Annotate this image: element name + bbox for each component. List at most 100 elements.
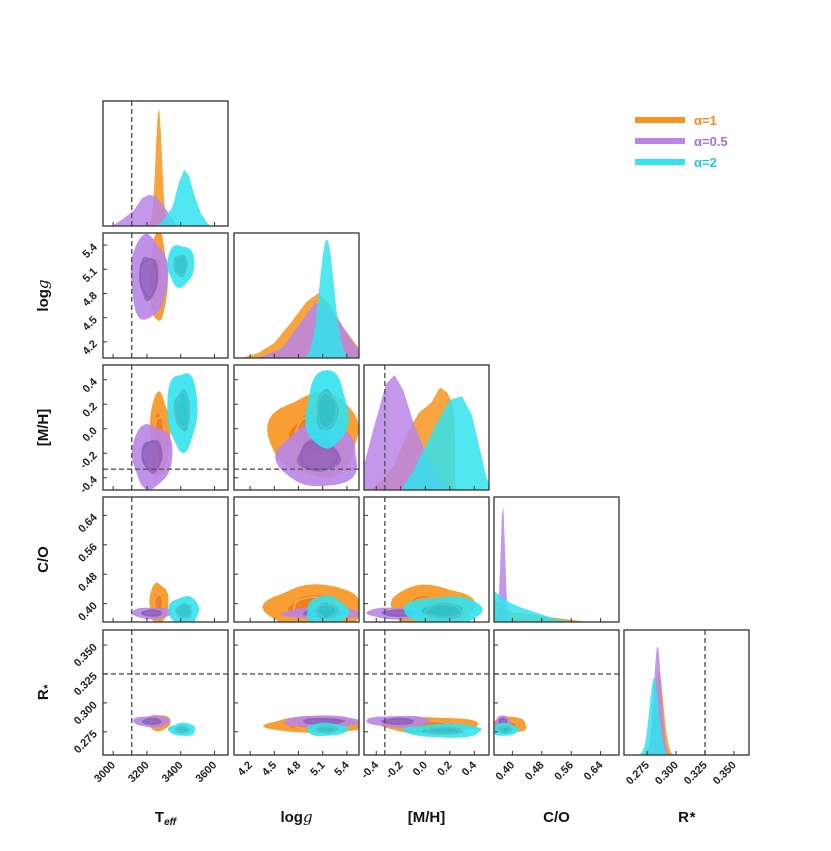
contour-line-α=0.5 [139,257,159,299]
x-axis-title-rstar: R* [678,809,696,826]
panel-frame [102,364,229,491]
contour-line-α=2 [175,603,193,619]
x-tick-label-co: 0.56 [552,759,576,783]
y-tick-label-logg: 4.2 [81,338,100,357]
y-tick-label-mh: -0.4 [78,473,101,496]
x-tick-label-logg: 5.1 [308,759,327,778]
panel-rstar-vs-co: 0.40 0.48 0.56 0.64 [493,629,620,783]
y-tick-label-rstar: 0.300 [72,699,100,727]
panel-logg-vs-logg [233,232,360,359]
y-tick-label-mh: -0.2 [78,450,100,472]
legend-label-0: α=1 [694,113,717,128]
panel-content [234,673,359,736]
x-tick-label-mh: 0.2 [435,759,454,778]
contour-line-α=2 [174,390,190,429]
panel-frame [493,629,620,756]
panel-content [262,584,359,622]
panel-mh-vs-teff: -0.4-0.2 0.0 0.2 0.4 [78,364,229,496]
panel-content [103,365,228,490]
legend-label-1: α=0.5 [694,134,728,149]
y-tick-label-logg: 5.1 [81,266,100,285]
contour-line-α=0.5 [140,609,162,617]
x-tick-label-teff: 3400 [160,759,186,785]
x-tick-label-co: 0.64 [582,759,606,783]
marginal-α=1-rstar [624,670,749,755]
x-axis-title-mh: [M/H] [408,809,446,826]
panel-rstar-vs-rstar: 0.275 0.300 0.325 0.350 [623,629,750,787]
y-tick-label-logg: 4.8 [81,290,100,309]
panel-content [131,497,200,622]
x-tick-label-logg: 5.4 [332,759,352,779]
y-tick-label-mh: 0.0 [81,425,100,444]
panel-content [366,497,483,622]
panel-content [234,239,359,358]
panel-mh-vs-mh [363,364,490,491]
panel-frame [102,496,229,623]
y-tick-label-co: 0.56 [76,541,100,565]
y-tick-label-co: 0.40 [76,600,100,624]
y-tick-label-rstar: 0.325 [72,670,100,698]
panel-co-vs-co [493,496,620,623]
panel-frame [363,496,490,623]
x-axis-title-logg: logg [280,808,312,826]
panel-content [494,506,619,622]
marginal-α=0.5-rstar [624,647,749,755]
contour-line-α=2 [498,725,513,734]
panel-frame [493,496,620,623]
contour-line-α=2 [424,726,464,735]
x-tick-label-rstar: 0.350 [711,759,739,787]
legend: α=1 α=0.5 α=2 [635,113,728,170]
panel-content [364,630,489,755]
x-tick-label-rstar: 0.300 [653,759,681,787]
panel-rstar-vs-mh: -0.4 -0.2 0.0 0.2 0.4 [359,629,490,781]
marginal-α=2-rstar [624,677,749,755]
panel-content [130,233,195,358]
panel-frame [233,629,360,756]
y-tick-label-co: 0.48 [76,571,100,595]
contour-line-α=2 [316,603,338,620]
panel-content [103,101,228,226]
panel-co-vs-logg [233,496,360,623]
y-tick-label-logg: 5.4 [81,241,101,261]
y-tick-label-mh: 0.2 [81,401,100,420]
panel-content [494,673,619,736]
x-tick-label-mh: -0.2 [384,759,406,781]
panel-frame [102,100,229,227]
contour-line-α=2 [175,725,190,734]
panel-frame [363,364,490,491]
panel-frame [623,629,750,756]
y-tick-label-mh: 0.4 [81,375,101,395]
panel-frame [102,232,229,359]
x-tick-label-co: 0.40 [494,759,518,783]
contour-line-α=2 [316,391,338,430]
panel-content [234,370,359,487]
marginal-α=2-co [494,590,575,622]
y-axis-title-mh: [M/H] [35,409,52,447]
contour-line-α=0.5 [381,717,414,726]
y-axis-title-rstar: R* [35,684,54,700]
panel-frame [233,232,360,359]
marginal-α=2-logg [234,239,359,358]
x-tick-label-logg: 4.5 [260,759,279,778]
panel-co-vs-mh [363,496,490,623]
contour-line-α=2 [316,725,338,734]
x-tick-label-teff: 3000 [92,759,118,785]
x-axis-title-co: C/O [543,809,570,826]
x-axis-title-teff: Teff [155,809,178,828]
marginal-α=2-mh [400,396,489,490]
x-tick-label-rstar: 0.325 [682,759,710,787]
panel-rstar-vs-logg: 4.2 4.5 4.8 5.1 5.4 [233,629,360,779]
panel-teff-vs-teff [102,100,229,227]
x-tick-label-logg: 4.2 [236,759,255,778]
contour-line-α=0.5 [142,717,162,726]
y-tick-label-logg: 4.5 [81,314,100,333]
x-tick-label-rstar: 0.275 [624,759,652,787]
y-tick-label-rstar: 0.350 [72,641,100,669]
axis-titles: Teff logg [M/H] C/O R* logg [M/H] C/O R* [34,279,696,828]
contour-line-α=0.5 [141,439,162,472]
panel-mh-vs-logg [233,364,360,491]
panel-content [624,630,749,755]
y-axis-title-logg: logg [34,279,52,311]
marginal-α=0.5-teff [112,194,178,226]
